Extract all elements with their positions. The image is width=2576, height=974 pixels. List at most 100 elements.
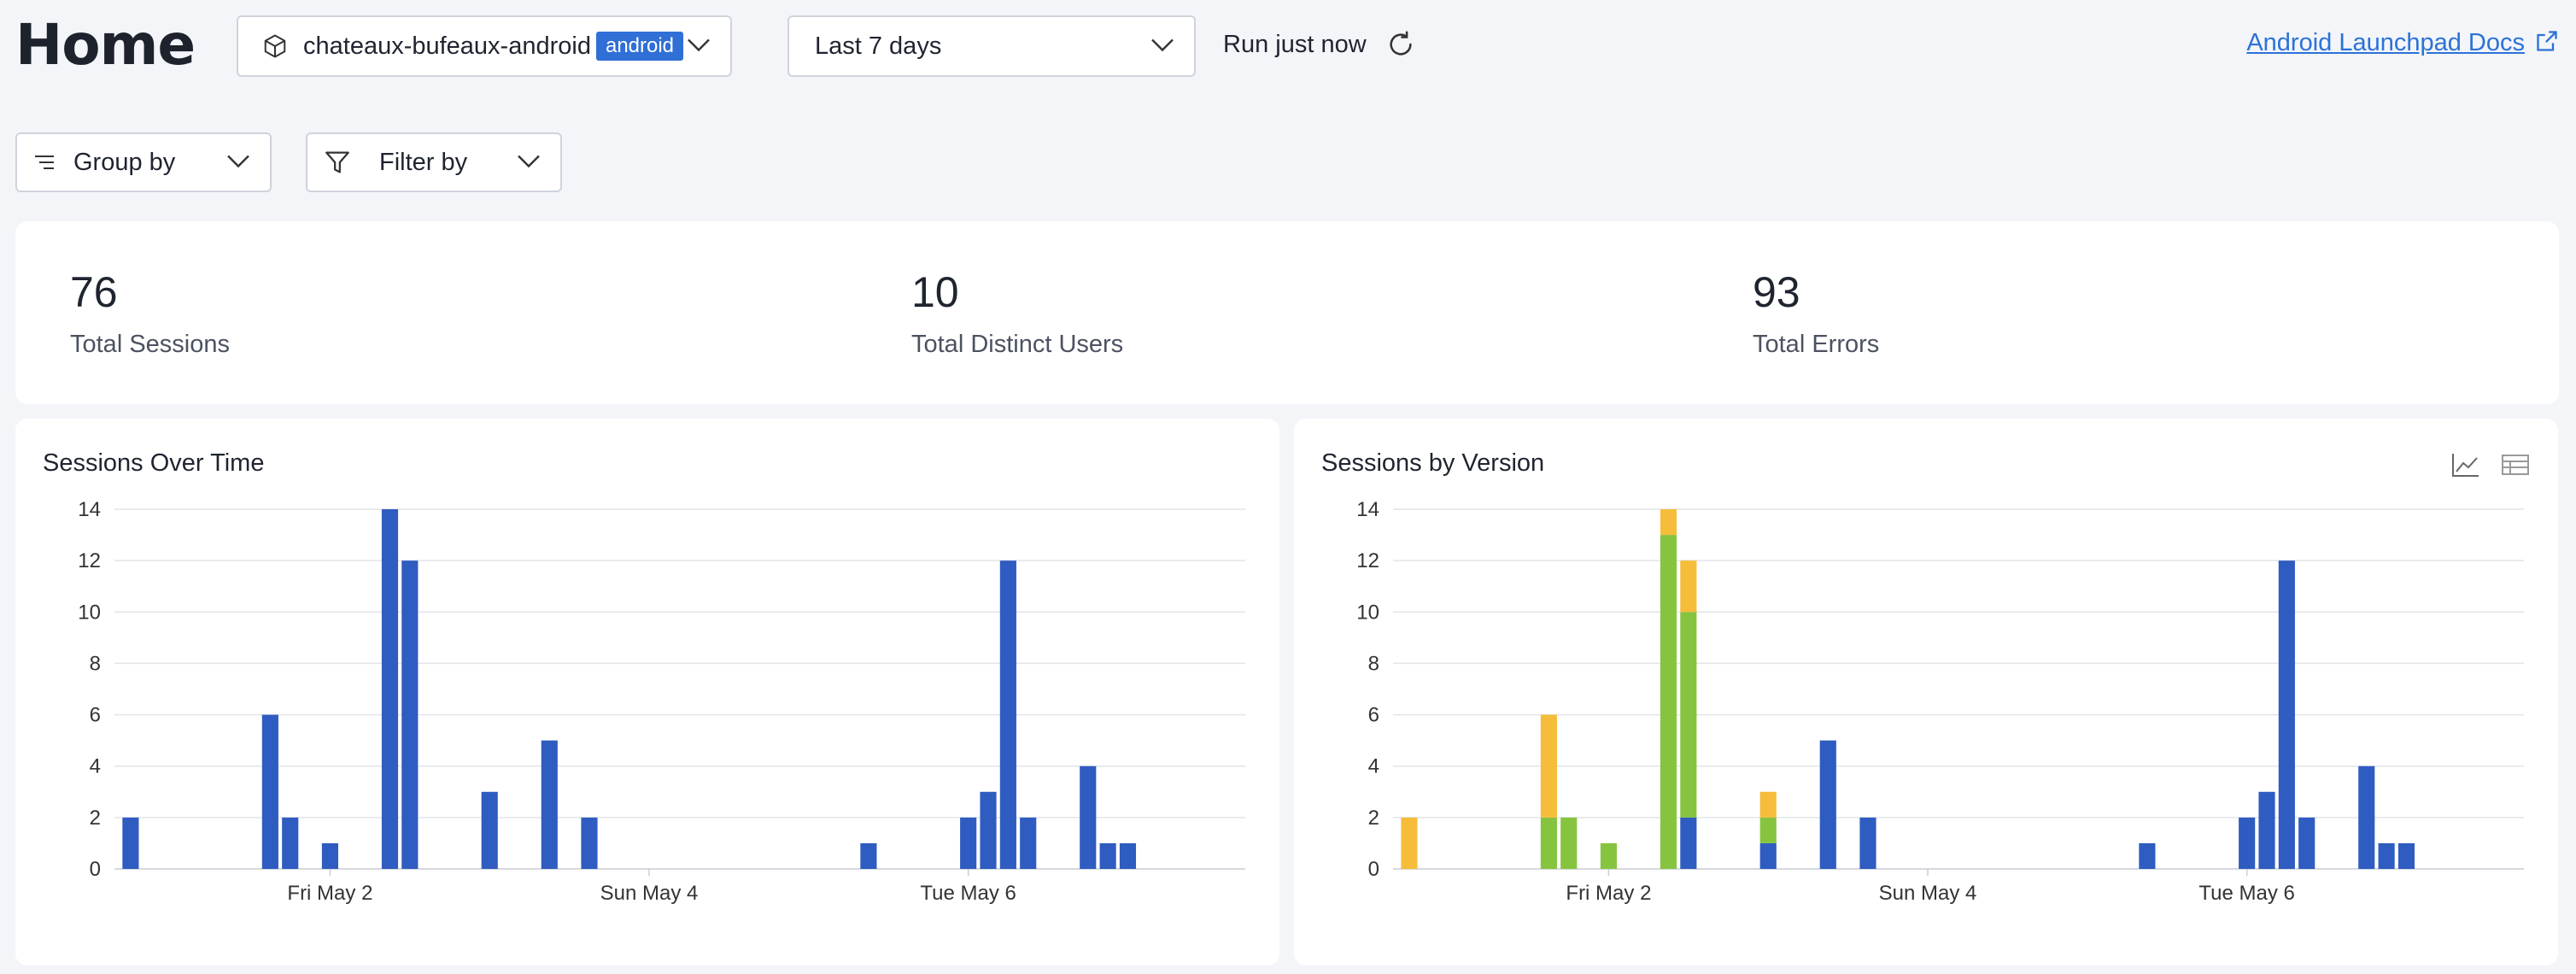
bar — [1680, 560, 1697, 613]
bar — [1680, 612, 1697, 818]
bar — [1540, 714, 1557, 818]
bar — [1080, 766, 1097, 869]
bar — [401, 560, 419, 869]
bar — [122, 817, 139, 869]
y-tick-label: 2 — [1368, 807, 1379, 830]
bar — [1759, 842, 1777, 869]
external-link-icon[interactable] — [2535, 29, 2559, 57]
bar — [1660, 535, 1677, 869]
stat-total-distinct-users: 10 Total Distinct Users — [911, 267, 1123, 359]
y-tick-label: 10 — [78, 601, 101, 624]
y-tick-label: 14 — [1356, 498, 1379, 521]
y-tick-label: 12 — [1356, 549, 1379, 572]
stat-value: 76 — [70, 268, 118, 316]
chevron-down-icon — [516, 149, 542, 177]
bar — [1660, 509, 1677, 536]
bar — [1680, 817, 1697, 869]
bar — [2278, 560, 2295, 869]
group-by-label: Group by — [73, 148, 176, 176]
project-name: chateaux-bufeaux-android — [303, 32, 591, 60]
y-tick-label: 8 — [90, 652, 101, 675]
page-title: Home — [15, 12, 196, 78]
sessions-over-time-chart: 0 2 4 6 8 10 12 14 Fri May 2 Sun May 4 Tue May 6 — [78, 498, 1245, 905]
bar — [2397, 842, 2415, 869]
stat-total-sessions: 76 Total Sessions — [70, 267, 230, 359]
bar — [1560, 817, 1578, 869]
bar — [2139, 842, 2156, 869]
stat-label: Total Sessions — [70, 331, 230, 358]
bar — [1540, 817, 1557, 869]
x-tick-label: Tue May 6 — [2198, 882, 2295, 905]
funnel-icon — [323, 148, 352, 177]
x-tick-label: Fri May 2 — [287, 882, 372, 905]
chevron-down-icon — [686, 32, 711, 61]
stat-label: Total Errors — [1753, 331, 1880, 358]
bar — [1099, 842, 1116, 869]
filter-by-label: Filter by — [379, 148, 468, 176]
time-range-select[interactable]: Last 7 days — [787, 15, 1196, 77]
y-tick-label: 0 — [90, 858, 101, 881]
chart-title: Sessions by Version — [1321, 449, 1545, 477]
docs-link[interactable]: Android Launchpad Docs — [2246, 29, 2525, 56]
x-tick-label: Sun May 4 — [600, 882, 699, 905]
bar — [860, 842, 877, 869]
sessions-over-time-card: Sessions Over Time 0 2 4 6 8 10 12 14 Fri May 2 S… — [15, 419, 1279, 965]
bar — [1119, 842, 1137, 869]
time-range-value: Last 7 days — [815, 32, 942, 60]
bar — [1759, 791, 1777, 818]
sessions-by-version-card: Sessions by Version 0 2 4 6 8 10 12 14 Fri May 2… — [1294, 419, 2558, 965]
bar — [980, 791, 997, 869]
run-status: Run just now — [1223, 31, 1367, 58]
sessions-by-version-chart: 0 2 4 6 8 10 12 14 Fri May 2 Sun May 4 Tue May 6 — [1356, 498, 2524, 905]
y-tick-label: 4 — [1368, 755, 1379, 778]
project-select[interactable]: chateaux-bufeaux-android android — [237, 15, 732, 77]
x-tick-label: Fri May 2 — [1566, 882, 1651, 905]
bar — [282, 817, 299, 869]
sort-lines-icon — [32, 152, 56, 173]
stat-label: Total Distinct Users — [911, 331, 1124, 358]
chevron-down-icon — [1150, 32, 1175, 61]
line-chart-icon[interactable] — [2450, 451, 2481, 483]
chart-title: Sessions Over Time — [43, 449, 265, 477]
stat-total-errors: 93 Total Errors — [1753, 267, 1879, 359]
y-tick-label: 12 — [78, 549, 101, 572]
bar — [1600, 842, 1617, 869]
y-tick-label: 14 — [78, 498, 101, 521]
bar — [2358, 766, 2375, 869]
chevron-down-icon — [225, 149, 251, 177]
bar — [2258, 791, 2275, 869]
y-tick-label: 2 — [90, 807, 101, 830]
cube-icon — [262, 33, 288, 59]
bar — [261, 714, 278, 869]
bar — [960, 817, 977, 869]
summary-stats-card: 76 Total Sessions 10 Total Distinct User… — [15, 221, 2559, 404]
x-tick-label: Sun May 4 — [1879, 882, 1977, 905]
stat-value: 93 — [1753, 268, 1800, 316]
bar — [581, 817, 598, 869]
bar — [1859, 817, 1876, 869]
stat-value: 10 — [911, 268, 959, 316]
bar — [1819, 740, 1836, 869]
bar — [2239, 817, 2256, 869]
y-tick-label: 8 — [1368, 652, 1379, 675]
bar — [2298, 817, 2315, 869]
bar — [1401, 817, 1418, 869]
table-icon[interactable] — [2500, 451, 2531, 483]
bar — [541, 740, 558, 869]
bar — [381, 509, 399, 869]
y-tick-label: 6 — [1368, 704, 1379, 727]
bar — [321, 842, 338, 869]
y-tick-label: 4 — [90, 755, 101, 778]
platform-badge: android — [595, 32, 684, 61]
bar — [2378, 842, 2395, 869]
refresh-icon[interactable] — [1386, 30, 1415, 63]
x-tick-label: Tue May 6 — [920, 882, 1016, 905]
filter-by-button[interactable]: Filter by — [306, 132, 562, 192]
bar — [999, 560, 1016, 869]
y-tick-label: 6 — [90, 704, 101, 727]
bar — [1759, 817, 1777, 843]
y-tick-label: 0 — [1368, 858, 1379, 881]
bar — [1020, 817, 1037, 869]
y-tick-label: 10 — [1356, 601, 1379, 624]
group-by-button[interactable]: Group by — [15, 132, 272, 192]
